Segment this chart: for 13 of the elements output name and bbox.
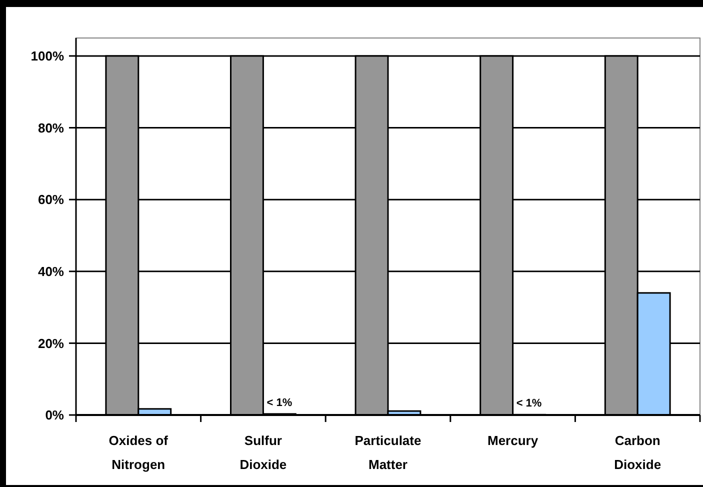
y-tick-label: 60% <box>38 192 64 208</box>
y-tick-label: 80% <box>38 120 64 136</box>
y-tick-label: 0% <box>45 408 64 423</box>
x-tick-label: Carbon Dioxide <box>614 433 662 472</box>
x-tick-label: Oxides of Nitrogen <box>108 433 169 472</box>
data-label: < 1% <box>516 398 542 410</box>
x-tick-label: Sulfur Dioxide <box>240 433 287 472</box>
y-tick-label: 20% <box>38 336 64 351</box>
y-tick-label: 40% <box>38 264 64 279</box>
data-label: < 1% <box>266 396 292 409</box>
y-tick-label: 100% <box>30 48 64 64</box>
x-tick-label: Mercury <box>488 433 539 448</box>
x-tick-label: Particulate Matter <box>354 433 422 472</box>
